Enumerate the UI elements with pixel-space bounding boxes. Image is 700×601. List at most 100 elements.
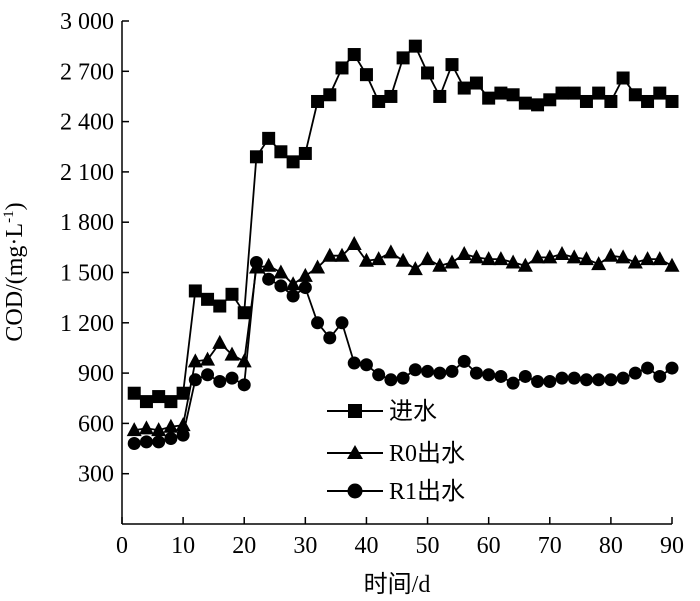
data-point-r0 <box>310 259 326 274</box>
data-point-influent <box>421 66 435 80</box>
data-point-r1 <box>359 358 373 372</box>
data-point-r1 <box>127 437 141 451</box>
data-point-r1 <box>176 428 190 442</box>
data-point-r1 <box>543 374 557 388</box>
y-axis-title-close: ) <box>2 202 28 210</box>
x-tick-label: 10 <box>171 533 195 559</box>
data-point-r0 <box>456 246 472 261</box>
data-point-influent <box>384 89 398 103</box>
data-point-r1 <box>311 316 325 330</box>
data-point-influent <box>323 88 337 102</box>
series-r1 <box>127 255 679 451</box>
data-point-r0 <box>407 261 423 276</box>
data-point-r1 <box>188 373 202 387</box>
data-point-r1 <box>372 368 386 382</box>
data-point-influent <box>543 93 557 107</box>
data-point-r0 <box>468 249 484 264</box>
data-point-r0 <box>493 251 509 266</box>
data-point-r0 <box>346 235 362 250</box>
data-point-r0 <box>578 251 594 266</box>
data-point-r0 <box>358 252 374 267</box>
data-point-r0 <box>652 251 668 266</box>
y-tick-label: 2 400 <box>60 110 114 136</box>
data-point-r0 <box>566 249 582 264</box>
data-point-influent <box>213 299 227 313</box>
data-point-r1 <box>384 373 398 387</box>
data-point-influent <box>604 94 618 108</box>
data-point-r0 <box>151 422 167 437</box>
data-point-r0 <box>591 256 607 271</box>
data-point-r1 <box>298 281 312 295</box>
data-point-r0 <box>542 249 558 264</box>
data-point-influent <box>531 98 545 112</box>
data-point-influent <box>616 71 630 85</box>
data-point-r0 <box>603 247 619 262</box>
data-point-influent <box>396 51 410 65</box>
data-point-r0 <box>627 254 643 269</box>
data-point-r0 <box>615 249 631 264</box>
data-point-r0 <box>322 247 338 262</box>
data-point-r0 <box>432 257 448 272</box>
data-point-influent <box>152 390 166 404</box>
data-point-r1 <box>237 378 251 392</box>
x-tick-label: 20 <box>232 533 256 559</box>
data-point-r1 <box>567 371 581 385</box>
data-point-r0 <box>212 334 228 349</box>
data-point-influent <box>518 96 532 110</box>
data-point-r0 <box>383 244 399 259</box>
data-point-influent <box>127 386 141 400</box>
data-point-r0 <box>420 251 436 266</box>
y-tick-label: 2 100 <box>60 160 114 186</box>
data-point-influent <box>579 94 593 108</box>
legend-entry-influent: 进水 <box>327 398 437 425</box>
data-point-r1 <box>506 376 520 390</box>
data-point-influent <box>641 94 655 108</box>
data-point-r0 <box>126 422 142 437</box>
data-point-r0 <box>163 418 179 433</box>
data-point-r1 <box>262 272 276 286</box>
x-tick-label: 40 <box>354 533 378 559</box>
data-point-influent <box>139 395 153 409</box>
data-point-influent <box>164 395 178 409</box>
data-point-r1 <box>433 366 447 380</box>
data-point-influent <box>237 306 251 320</box>
data-point-r1 <box>604 373 618 387</box>
data-point-r1 <box>592 373 606 387</box>
data-point-r1 <box>139 435 153 449</box>
data-point-r1 <box>152 435 166 449</box>
y-ticks: 300 600 900 1 200 1 500 1 800 2 100 2 400 2 700 3… <box>60 9 129 488</box>
data-point-influent <box>506 88 520 102</box>
data-point-influent <box>555 86 569 100</box>
data-point-r1 <box>555 371 569 385</box>
data-point-r1 <box>579 373 593 387</box>
data-point-r1 <box>653 369 667 383</box>
data-point-influent <box>249 150 263 164</box>
data-point-r1 <box>213 374 227 388</box>
data-point-r0 <box>334 247 350 262</box>
data-point-r0 <box>517 257 533 272</box>
data-point-influent <box>665 94 679 108</box>
series-layer <box>126 39 680 451</box>
data-point-r1 <box>628 366 642 380</box>
data-point-r0 <box>505 254 521 269</box>
x-tick-label: 80 <box>599 533 623 559</box>
legend-label-r1: R1出水 <box>389 478 465 505</box>
data-point-r0 <box>273 264 289 279</box>
x-tick-label: 60 <box>477 533 501 559</box>
data-point-influent <box>457 81 471 95</box>
data-point-influent <box>286 155 300 169</box>
data-point-influent <box>188 284 202 298</box>
data-point-influent <box>445 58 459 72</box>
series-influent <box>127 39 679 409</box>
legend-entry-r1: R1出水 <box>327 478 465 505</box>
data-point-r0 <box>236 353 252 368</box>
data-point-r0 <box>640 251 656 266</box>
data-point-r1 <box>164 431 178 445</box>
y-axis-title: COD/(mg·L-1) <box>1 202 28 341</box>
data-point-influent <box>408 39 422 53</box>
data-point-r0 <box>200 351 216 366</box>
data-point-r1 <box>518 369 532 383</box>
data-point-r0 <box>371 251 387 266</box>
data-point-r1 <box>225 371 239 385</box>
data-point-influent <box>653 86 667 100</box>
